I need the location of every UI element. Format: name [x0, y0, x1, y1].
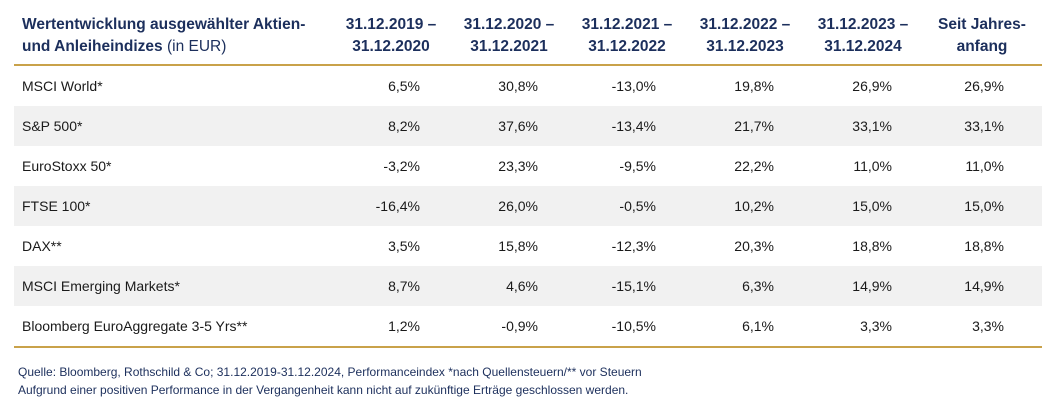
row-label: FTSE 100* [14, 186, 332, 226]
table-cell: 26,0% [450, 186, 568, 226]
table-cell: 6,5% [388, 78, 420, 94]
column-header-2021: 31.12.2020 – 31.12.2021 [450, 10, 568, 66]
table-cell: 6,1% [686, 306, 804, 348]
table-cell: 15,0% [804, 186, 922, 226]
table-cell: -0,9% [450, 306, 568, 348]
column-header-ytd: Seit Jahres- anfang [922, 10, 1042, 66]
table-row-msci-world: MSCI World* 6,5% 30,8% -13,0% 19,8% 26,9… [14, 65, 1042, 106]
row-label: S&P 500* [14, 106, 332, 146]
table-cell: -0,5% [568, 186, 686, 226]
column-header-line2: anfang [956, 38, 1008, 55]
table-cell: 26,9% [852, 78, 892, 94]
column-header-line2: 31.12.2022 [588, 38, 666, 55]
table-cell: 8,7% [332, 266, 450, 306]
row-label: DAX** [22, 238, 62, 254]
table-cell: 26,9% [964, 78, 1004, 94]
table-cell: 22,2% [734, 158, 774, 174]
table-title-line1: Wertentwicklung ausgewählter Aktien- [22, 16, 306, 33]
table-cell: 21,7% [686, 106, 804, 146]
table-cell: 10,2% [686, 186, 804, 226]
table-title-cell: Wertentwicklung ausgewählter Aktien- und… [14, 10, 332, 66]
table-cell: 30,8% [498, 78, 538, 94]
column-header-line2: 31.12.2021 [470, 38, 548, 55]
column-header-2023: 31.12.2022 – 31.12.2023 [686, 10, 804, 66]
table-cell: -10,5% [568, 306, 686, 348]
table-cell: 23,3% [498, 158, 538, 174]
performance-table-container: Wertentwicklung ausgewählter Aktien- und… [14, 10, 1042, 348]
table-cell: -12,3% [611, 238, 656, 254]
footnote: Quelle: Bloomberg, Rothschild & Co; 31.1… [18, 363, 642, 399]
column-header-2020: 31.12.2019 – 31.12.2020 [332, 10, 450, 66]
table-row-bloomberg-euroaggregate: Bloomberg EuroAggregate 3-5 Yrs** 1,2% -… [14, 306, 1042, 348]
table-cell: 3,3% [922, 306, 1042, 348]
table-cell: -3,2% [383, 158, 420, 174]
table-cell: 3,3% [804, 306, 922, 348]
table-row-eurostoxx50: EuroStoxx 50* -3,2% 23,3% -9,5% 22,2% 11… [14, 146, 1042, 186]
table-title-line2: und Anleiheindizes [22, 38, 163, 55]
table-cell: 3,5% [388, 238, 420, 254]
table-cell: 33,1% [804, 106, 922, 146]
column-header-line2: 31.12.2024 [824, 38, 902, 55]
table-cell: 1,2% [332, 306, 450, 348]
table-cell: -9,5% [619, 158, 656, 174]
column-header-line1: 31.12.2019 – [345, 16, 437, 33]
table-cell: 11,0% [853, 158, 892, 174]
table-cell: 37,6% [450, 106, 568, 146]
column-header-line2: 31.12.2023 [706, 38, 784, 55]
table-cell: 19,8% [734, 78, 774, 94]
table-cell: 6,3% [686, 266, 804, 306]
row-label: EuroStoxx 50* [22, 158, 112, 174]
disclaimer-note: Aufgrund einer positiven Performance in … [18, 383, 629, 397]
table-cell: -13,0% [611, 78, 656, 94]
row-label: MSCI World* [22, 78, 103, 94]
table-cell: 20,3% [734, 238, 774, 254]
table-cell: 15,0% [922, 186, 1042, 226]
column-header-2022: 31.12.2021 – 31.12.2022 [568, 10, 686, 66]
table-cell: -13,4% [568, 106, 686, 146]
column-header-line1: 31.12.2022 – [699, 16, 791, 33]
table-title-unit: (in EUR) [162, 38, 227, 55]
table-row-msci-emerging-markets: MSCI Emerging Markets* 8,7% 4,6% -15,1% … [14, 266, 1042, 306]
table-cell: 14,9% [804, 266, 922, 306]
table-cell: -15,1% [568, 266, 686, 306]
table-body: MSCI World* 6,5% 30,8% -13,0% 19,8% 26,9… [14, 65, 1042, 348]
column-header-2024: 31.12.2023 – 31.12.2024 [804, 10, 922, 66]
table-cell: -16,4% [332, 186, 450, 226]
row-label: Bloomberg EuroAggregate 3-5 Yrs** [14, 306, 332, 348]
column-header-line2: 31.12.2020 [352, 38, 430, 55]
table-cell: 4,6% [450, 266, 568, 306]
table-cell: 33,1% [922, 106, 1042, 146]
table-row-dax: DAX** 3,5% 15,8% -12,3% 20,3% 18,8% 18,8… [14, 226, 1042, 266]
table-row-ftse100: FTSE 100* -16,4% 26,0% -0,5% 10,2% 15,0%… [14, 186, 1042, 226]
column-header-line1: 31.12.2023 – [817, 16, 909, 33]
column-header-line1: 31.12.2021 – [581, 16, 673, 33]
row-label: MSCI Emerging Markets* [14, 266, 332, 306]
column-header-line1: Seit Jahres- [938, 16, 1026, 33]
table-row-sp500: S&P 500* 8,2% 37,6% -13,4% 21,7% 33,1% 3… [14, 106, 1042, 146]
table-cell: 11,0% [965, 158, 1004, 174]
column-header-line1: 31.12.2020 – [463, 16, 555, 33]
performance-table: Wertentwicklung ausgewählter Aktien- und… [14, 10, 1042, 348]
table-header: Wertentwicklung ausgewählter Aktien- und… [14, 10, 1042, 66]
table-cell: 8,2% [332, 106, 450, 146]
table-cell: 15,8% [498, 238, 538, 254]
table-cell: 14,9% [922, 266, 1042, 306]
source-note: Quelle: Bloomberg, Rothschild & Co; 31.1… [18, 365, 642, 379]
table-cell: 18,8% [964, 238, 1004, 254]
table-cell: 18,8% [852, 238, 892, 254]
